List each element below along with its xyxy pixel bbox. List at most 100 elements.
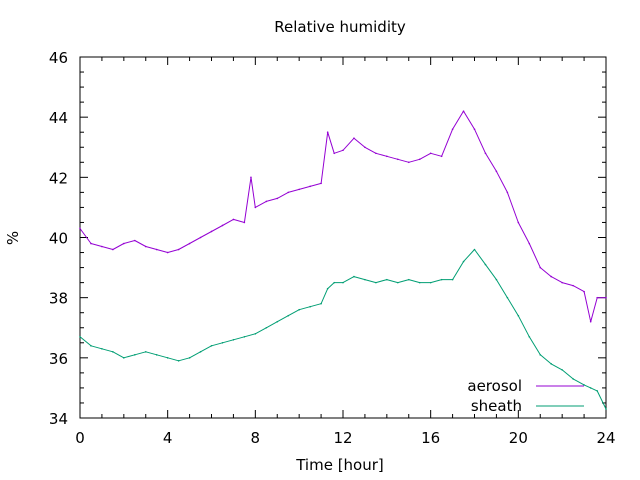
data-point-sheath <box>221 341 224 344</box>
data-point-aerosol <box>254 206 257 209</box>
data-point-aerosol <box>484 152 487 155</box>
data-point-aerosol <box>188 242 191 245</box>
data-point-sheath <box>429 281 432 284</box>
data-point-sheath <box>589 387 592 389</box>
y-tick-label: 46 <box>49 49 68 67</box>
data-point-sheath <box>418 281 421 284</box>
data-point-aerosol <box>451 128 454 130</box>
y-tick-label: 34 <box>49 410 68 428</box>
data-point-sheath <box>539 354 542 356</box>
data-point-sheath <box>396 281 399 284</box>
data-point-sheath <box>265 326 268 329</box>
x-tick-label: 16 <box>421 429 440 447</box>
data-point-aerosol <box>112 248 114 251</box>
data-point-sheath <box>320 302 322 305</box>
data-point-sheath <box>276 320 279 323</box>
data-point-aerosol <box>210 230 213 233</box>
data-point-sheath <box>495 278 498 281</box>
data-point-aerosol <box>375 152 377 155</box>
data-point-sheath <box>210 345 213 347</box>
data-point-sheath <box>596 390 599 392</box>
data-point-aerosol <box>320 182 322 185</box>
y-tick-label: 40 <box>49 230 68 248</box>
legend-label-aerosol: aerosol <box>467 377 522 395</box>
data-point-sheath <box>605 408 607 410</box>
data-point-aerosol <box>101 245 103 248</box>
axis-ticks: 0 4 8 12 16 20 24 34 36 38 40 42 44 46 <box>49 49 616 447</box>
data-point-aerosol <box>418 158 421 161</box>
y-tick-label: 42 <box>49 169 68 187</box>
data-point-aerosol <box>429 152 432 155</box>
data-point-aerosol <box>353 137 355 140</box>
data-point-aerosol <box>333 152 336 155</box>
y-axis-title: % <box>4 231 22 245</box>
x-tick-label: 12 <box>333 429 352 447</box>
plot-frame <box>79 56 607 419</box>
data-point-aerosol <box>250 176 252 179</box>
data-point-sheath <box>583 384 585 386</box>
data-point-aerosol <box>506 191 509 194</box>
series-line-sheath <box>79 249 607 410</box>
data-point-aerosol <box>583 290 585 293</box>
x-tick-label: 4 <box>163 429 173 447</box>
data-point-sheath <box>528 335 531 338</box>
data-point-aerosol <box>243 221 246 224</box>
data-point-sheath <box>90 345 92 347</box>
data-point-aerosol <box>232 218 235 221</box>
data-point-sheath <box>484 263 487 266</box>
data-point-sheath <box>342 281 344 284</box>
data-point-sheath <box>353 275 355 278</box>
data-point-aerosol <box>561 281 563 284</box>
y-tick-label: 44 <box>49 109 68 127</box>
data-point-sheath <box>287 314 290 317</box>
data-point-sheath <box>333 281 336 284</box>
data-point-sheath <box>506 296 509 299</box>
data-point-sheath <box>309 305 311 308</box>
data-point-sheath <box>188 357 191 359</box>
data-point-aerosol <box>386 155 388 158</box>
series-line-aerosol <box>79 110 606 323</box>
data-point-sheath <box>364 278 366 281</box>
data-point-sheath <box>232 338 235 341</box>
data-point-aerosol <box>550 275 553 278</box>
data-point-sheath <box>462 260 465 263</box>
x-tick-label: 24 <box>596 429 615 447</box>
data-point-sheath <box>375 281 377 284</box>
data-point-aerosol <box>298 188 300 191</box>
data-point-aerosol <box>528 242 531 245</box>
data-point-sheath <box>572 378 574 380</box>
data-point-sheath <box>166 357 169 359</box>
x-axis-title: Time [hour] <box>295 456 384 474</box>
data-point-sheath <box>298 308 300 311</box>
data-point-sheath <box>386 278 388 281</box>
data-point-aerosol <box>462 110 465 112</box>
x-tick-label: 20 <box>509 429 528 447</box>
data-point-aerosol <box>364 146 366 149</box>
data-point-aerosol <box>287 191 290 194</box>
data-point-aerosol <box>407 161 410 164</box>
data-point-aerosol <box>144 245 147 248</box>
data-point-aerosol <box>605 296 607 299</box>
data-point-aerosol <box>276 197 279 200</box>
data-point-sheath <box>407 278 410 281</box>
y-tick-label: 36 <box>49 350 68 368</box>
data-point-sheath <box>517 314 520 317</box>
series-layer <box>79 110 607 410</box>
data-point-sheath <box>133 354 136 356</box>
data-point-aerosol <box>596 296 599 299</box>
data-point-sheath <box>79 335 81 338</box>
data-point-aerosol <box>199 236 202 239</box>
data-point-aerosol <box>495 170 498 173</box>
data-point-sheath <box>155 354 158 356</box>
x-tick-label: 8 <box>251 429 261 447</box>
data-point-sheath <box>440 278 443 281</box>
data-point-aerosol <box>90 242 92 245</box>
data-point-aerosol <box>155 248 158 251</box>
data-point-aerosol <box>166 251 169 254</box>
data-point-aerosol <box>123 242 125 245</box>
data-point-sheath <box>473 248 476 251</box>
data-point-aerosol <box>133 239 136 242</box>
data-point-aerosol <box>517 221 520 224</box>
data-point-sheath <box>451 278 454 281</box>
